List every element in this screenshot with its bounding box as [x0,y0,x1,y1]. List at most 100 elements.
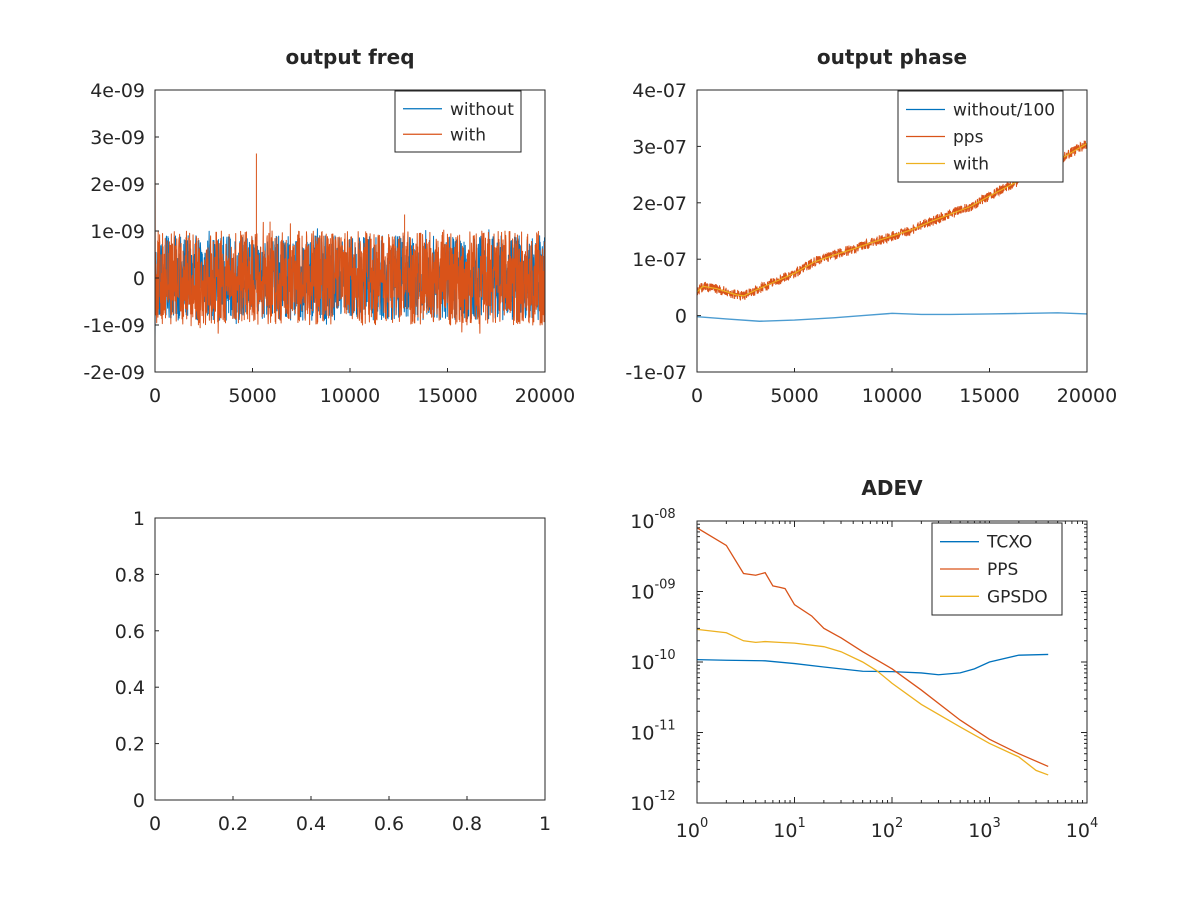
y-tick-base: 10 [630,582,654,604]
chart-phase: 0 5000 10000 15000 20000-1e-0701e-072e-073e-… [625,45,1117,407]
y-tick-label: 1e-07 [632,249,687,271]
chart-empty: 0 0.2 0.4 0.6 0.8 1 0 0.2 0.4 0.6 0.8 1 [115,508,551,835]
plot-area [155,518,545,800]
x-tick-exponent: 3 [992,816,1000,831]
x-tick-exponent: 2 [895,816,903,831]
legend-box [394,90,522,153]
x-tick-label: 20000 [515,385,575,407]
x-tick-label: 0 [149,385,161,407]
y-tick-label: 10-08 [630,507,675,533]
x-tick-base: 10 [676,820,700,842]
y-tick-label: 0.2 [115,734,145,756]
y-tick-label: 0 [675,306,687,328]
axes-frame [154,517,546,801]
y-tick-exponent: -12 [654,789,675,804]
y-tick-label: 0.4 [115,677,145,699]
legend-item-without/100: without/100 [906,101,1055,121]
x-tick-label: 0.8 [452,813,482,835]
legend-item-with: with [906,155,989,175]
x-tick-exponent: 0 [700,816,708,831]
y-tick-label: 3e-09 [90,127,145,149]
x-tick-label: 15000 [959,385,1019,407]
x-tick-label: 0 [149,813,161,835]
x-tick-exponent: 4 [1090,816,1098,831]
y-tick-label: 0.8 [115,564,145,586]
legend-label: without [450,100,514,120]
series-line-GPSDO [697,628,1049,776]
legend-item-with: with [403,125,486,145]
chart-title: output freq [285,45,414,69]
y-tick-label: 4e-09 [90,80,145,102]
legend-item-PPS: PPS [940,560,1018,580]
legend-label: without/100 [953,101,1055,121]
x-tick-label: 5000 [770,385,818,407]
x-tick-base: 10 [1066,820,1090,842]
y-tick-exponent: -09 [654,578,675,593]
y-tick-label: 0.6 [115,621,145,643]
series-line-without/100 [697,312,1087,322]
y-tick-label: 10-11 [630,719,675,745]
x-tick-label: 104 [1066,816,1098,842]
y-tick-label: -1e-09 [83,315,145,337]
x-tick-exponent: 1 [797,816,805,831]
y-tick-exponent: -11 [654,719,675,734]
x-tick-label: 0.2 [218,813,248,835]
x-tick-base: 10 [968,820,992,842]
x-tick-label: 0.4 [296,813,326,835]
y-tick-label: 2e-09 [90,174,145,196]
y-tick-base: 10 [630,793,654,815]
series-line-TCXO [697,653,1049,676]
legend-item-TCXO: TCXO [940,533,1032,553]
y-tick-exponent: -10 [654,648,675,663]
y-tick-base: 10 [630,652,654,674]
chart-title: ADEV [861,476,923,500]
legend-item-GPSDO: GPSDO [940,587,1048,607]
y-tick-label: 10-09 [630,578,675,604]
x-tick-label: 10000 [320,385,380,407]
legend-label: pps [953,128,984,148]
y-tick-label: -2e-09 [83,362,145,384]
series-line-PPS [697,527,1049,768]
legend: TCXO PPS GPSDO [931,522,1063,616]
y-tick-label: 10-12 [630,789,675,815]
y-tick-base: 10 [630,723,654,745]
legend: without/100 pps with [897,90,1064,183]
series-line-with [155,108,545,334]
chart-title: output phase [817,45,967,69]
legend-label: with [450,125,486,145]
x-tick-label: 101 [773,816,805,842]
legend: without with [394,90,522,153]
x-tick-base: 10 [871,820,895,842]
x-tick-label: 100 [676,816,708,842]
legend-label: with [953,155,989,175]
x-tick-label: 0.6 [374,813,404,835]
legend-label: GPSDO [987,587,1048,607]
y-tick-label: 3e-07 [632,136,687,158]
x-tick-label: 102 [871,816,903,842]
legend-label: PPS [987,560,1018,580]
y-tick-label: 1e-09 [90,221,145,243]
y-tick-label: 0 [133,268,145,290]
y-tick-base: 10 [630,511,654,533]
x-tick-label: 103 [968,816,1000,842]
y-tick-label: -1e-07 [625,362,687,384]
x-tick-label: 20000 [1057,385,1117,407]
x-tick-label: 0 [691,385,703,407]
chart-freq: 0 5000 10000 15000 20000 -2e-09 -1e-09 0 1e-09 2e… [83,45,575,407]
x-tick-base: 10 [773,820,797,842]
y-tick-exponent: -08 [654,507,675,522]
data-layer [697,527,1049,776]
x-tick-label: 1 [539,813,551,835]
legend-item-without: without [403,100,514,120]
y-tick-label: 1 [133,508,145,530]
data-layer [155,108,545,340]
y-tick-label: 0 [133,790,145,812]
x-tick-label: 10000 [862,385,922,407]
x-tick-label: 15000 [417,385,477,407]
y-tick-label: 10-10 [630,648,675,674]
x-tick-label: 5000 [228,385,276,407]
legend-label: TCXO [986,533,1032,553]
y-tick-label: 4e-07 [632,80,687,102]
legend-item-pps: pps [906,128,984,148]
